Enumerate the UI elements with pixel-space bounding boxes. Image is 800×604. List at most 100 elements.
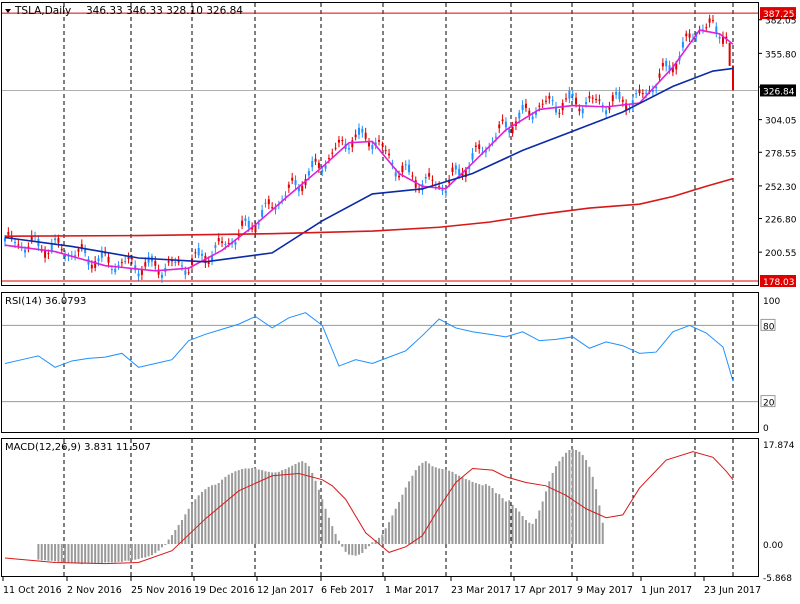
candle-body — [681, 41, 684, 48]
macd-bar — [341, 544, 344, 547]
candle-body — [364, 132, 367, 139]
candle-body — [544, 100, 547, 102]
candle-body — [107, 256, 110, 263]
candle-body — [334, 147, 337, 149]
candle-body — [668, 65, 671, 71]
macd-bar — [337, 540, 340, 544]
macd-bar — [454, 474, 457, 544]
price-panel[interactable]: TSLA,Daily 346.33 346.33 328.10 326.84 3… — [1, 2, 797, 289]
macd-bar — [591, 476, 594, 544]
macd-bar — [565, 452, 568, 544]
macd-bar — [398, 502, 401, 544]
macd-bar — [264, 471, 267, 544]
macd-bar — [424, 461, 427, 544]
candle-body — [244, 218, 247, 221]
price-label-box — [760, 7, 796, 20]
candle-body — [174, 261, 177, 263]
macd-bar — [411, 475, 414, 544]
candle-body — [97, 258, 100, 262]
candle-body — [4, 237, 6, 242]
macd-bar — [64, 544, 67, 563]
macd-bar — [434, 467, 437, 544]
candle-body — [297, 186, 300, 192]
macd-bar — [244, 468, 247, 544]
macd-bar — [271, 472, 274, 544]
candle-body — [625, 103, 628, 111]
candle-body — [555, 106, 558, 113]
macd-bar — [368, 544, 370, 547]
candle-body — [234, 241, 237, 245]
moving-average-line — [4, 177, 734, 238]
macd-bar — [428, 463, 431, 544]
rsi-tick-label: 100 — [763, 297, 780, 307]
rsi-panel[interactable]: RSI(14) 36.0793 100 80 20 0 — [1, 292, 781, 435]
candle-body — [114, 268, 117, 273]
macd-bar — [484, 484, 487, 544]
macd-bar — [234, 471, 237, 544]
macd-panel[interactable]: MACD(12,26,9) 3.831 11.507 17.874 0.00 -5.… — [1, 438, 795, 584]
macd-bar — [287, 467, 290, 544]
candle-body — [291, 177, 294, 181]
macd-bar — [384, 528, 387, 544]
macd-bar — [194, 499, 197, 544]
rsi-axis: 100 80 20 0 — [760, 297, 780, 434]
macd-bar — [451, 471, 454, 544]
macd-bar — [277, 471, 280, 544]
macd-bar — [478, 484, 481, 544]
macd-bar — [127, 544, 130, 561]
candle-body — [531, 116, 534, 120]
candle-body — [438, 186, 441, 188]
candle-body — [17, 244, 20, 246]
macd-bar — [227, 474, 230, 544]
rsi-panel-frame — [1, 292, 759, 433]
candle-body — [301, 185, 304, 192]
macd-bar — [77, 544, 80, 564]
macd-bar — [408, 481, 411, 544]
candle-body — [194, 252, 197, 254]
candle-body — [635, 93, 638, 95]
macd-bar — [201, 491, 204, 544]
date-label: 6 Feb 2017 — [321, 585, 374, 596]
date-label: 17 Apr 2017 — [514, 585, 573, 596]
macd-bar — [304, 462, 307, 544]
candle-body — [144, 262, 147, 267]
candle-body — [254, 224, 257, 233]
date-label: 2 Nov 2016 — [67, 585, 122, 596]
macd-bar — [414, 470, 417, 544]
macd-bar — [107, 544, 110, 563]
macd-bar — [241, 469, 244, 544]
candle-body — [528, 110, 531, 116]
macd-bar — [498, 494, 501, 544]
date-label: 12 Jan 2017 — [257, 585, 314, 596]
candle-body — [424, 177, 427, 179]
macd-bar — [54, 544, 57, 562]
moving-average-line — [4, 29, 734, 272]
candle-body — [595, 98, 598, 100]
collapse-triangle-icon[interactable] — [5, 9, 11, 13]
candle-body — [14, 242, 17, 244]
candle-body — [428, 173, 431, 177]
last-price-label: 326.84 — [763, 87, 795, 97]
candle-body — [354, 134, 357, 138]
rsi-tick-label: 0 — [763, 424, 769, 434]
date-label: 23 Jun 2017 — [704, 585, 761, 596]
macd-bar — [501, 498, 504, 544]
macd-bar — [291, 465, 294, 544]
candle-body — [571, 93, 574, 96]
candle-body — [274, 207, 277, 210]
candle-body — [645, 92, 648, 94]
macd-bar — [578, 451, 581, 544]
price-tick-label: 178.03 — [763, 278, 795, 288]
moving-average-line — [4, 67, 734, 263]
candle-body — [524, 103, 527, 109]
macd-bar — [117, 544, 120, 562]
macd-bar — [481, 485, 484, 544]
macd-bar — [488, 485, 491, 544]
macd-bar — [147, 544, 150, 557]
macd-bar — [548, 481, 551, 544]
price-tick-label: 387.25 — [763, 10, 795, 20]
macd-bar — [394, 508, 397, 544]
time-axis: 11 Oct 2016 2 Nov 2016 25 Nov 2016 19 Dec 2… — [2, 577, 761, 596]
